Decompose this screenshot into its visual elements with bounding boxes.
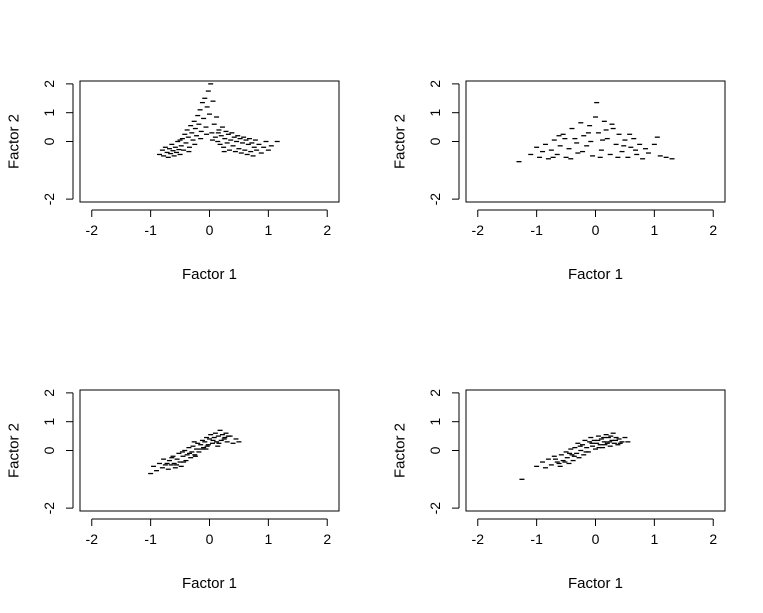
- x-tick-label: 2: [709, 222, 717, 238]
- x-tick-label: -1: [530, 531, 543, 547]
- x-tick-label: 0: [206, 222, 214, 238]
- x-tick-label: 1: [264, 531, 272, 547]
- y-tick-label: 0: [41, 446, 57, 454]
- plot-frame: [79, 80, 340, 203]
- x-tick-label: -1: [144, 531, 157, 547]
- x-tick-label: -2: [472, 531, 485, 547]
- x-tick-label: -1: [530, 222, 543, 238]
- y-tick-label: -2: [41, 193, 57, 206]
- x-tick-label: 0: [206, 531, 214, 547]
- x-tick-label: -2: [472, 222, 485, 238]
- y-tick-label: -2: [41, 502, 57, 515]
- y-axis-title: Factor 2: [392, 423, 409, 478]
- x-axis-title: Factor 1: [182, 575, 237, 592]
- y-tick-label: 2: [41, 389, 57, 397]
- x-tick-label: -1: [144, 222, 157, 238]
- x-tick-label: 2: [709, 531, 717, 547]
- y-tick-label: 1: [427, 109, 443, 117]
- scatter-panel-bottom-right: -2 -1 0 1 2 -2 0 1 2 Factor 1 Factor 2: [392, 389, 726, 592]
- x-tick-label: 2: [323, 531, 331, 547]
- y-axis-title: Factor 2: [6, 423, 23, 478]
- x-tick-label: 1: [650, 531, 658, 547]
- plot-frame: [465, 80, 726, 203]
- y-tick-label: -2: [427, 193, 443, 206]
- y-axis-title: Factor 2: [392, 114, 409, 169]
- x-tick-label: 2: [323, 222, 331, 238]
- y-tick-label: 1: [41, 109, 57, 117]
- scatter-panel-bottom-left: -2 -1 0 1 2 -2 0 1 2 Factor 1 Factor 2: [6, 389, 340, 592]
- y-tick-label: 1: [41, 418, 57, 426]
- x-tick-label: -2: [86, 531, 99, 547]
- x-tick-label: 0: [592, 531, 600, 547]
- y-tick-label: 2: [41, 80, 57, 88]
- y-tick-label: 2: [427, 389, 443, 397]
- y-tick-label: -2: [427, 502, 443, 515]
- x-axis-title: Factor 1: [568, 575, 623, 592]
- x-tick-label: 1: [264, 222, 272, 238]
- y-tick-label: 0: [427, 446, 443, 454]
- scatter-panel-top-right: -2 -1 0 1 2 -2 0 1 2 Factor 1 Factor 2: [392, 80, 726, 283]
- plot-frame: [79, 389, 340, 512]
- x-tick-label: -2: [86, 222, 99, 238]
- x-tick-label: 1: [650, 222, 658, 238]
- y-tick-label: 2: [427, 80, 443, 88]
- scatter-panel-top-left: -2 -1 0 1 2 -2 0 1 2 Factor 1 Factor 2: [6, 80, 340, 283]
- y-axis-title: Factor 2: [6, 114, 23, 169]
- y-tick-label: 1: [427, 418, 443, 426]
- x-axis-title: Factor 1: [182, 266, 237, 283]
- y-tick-label: 0: [427, 137, 443, 145]
- y-tick-label: 0: [41, 137, 57, 145]
- x-axis-title: Factor 1: [568, 266, 623, 283]
- plot-frame: [465, 389, 726, 512]
- x-tick-label: 0: [592, 222, 600, 238]
